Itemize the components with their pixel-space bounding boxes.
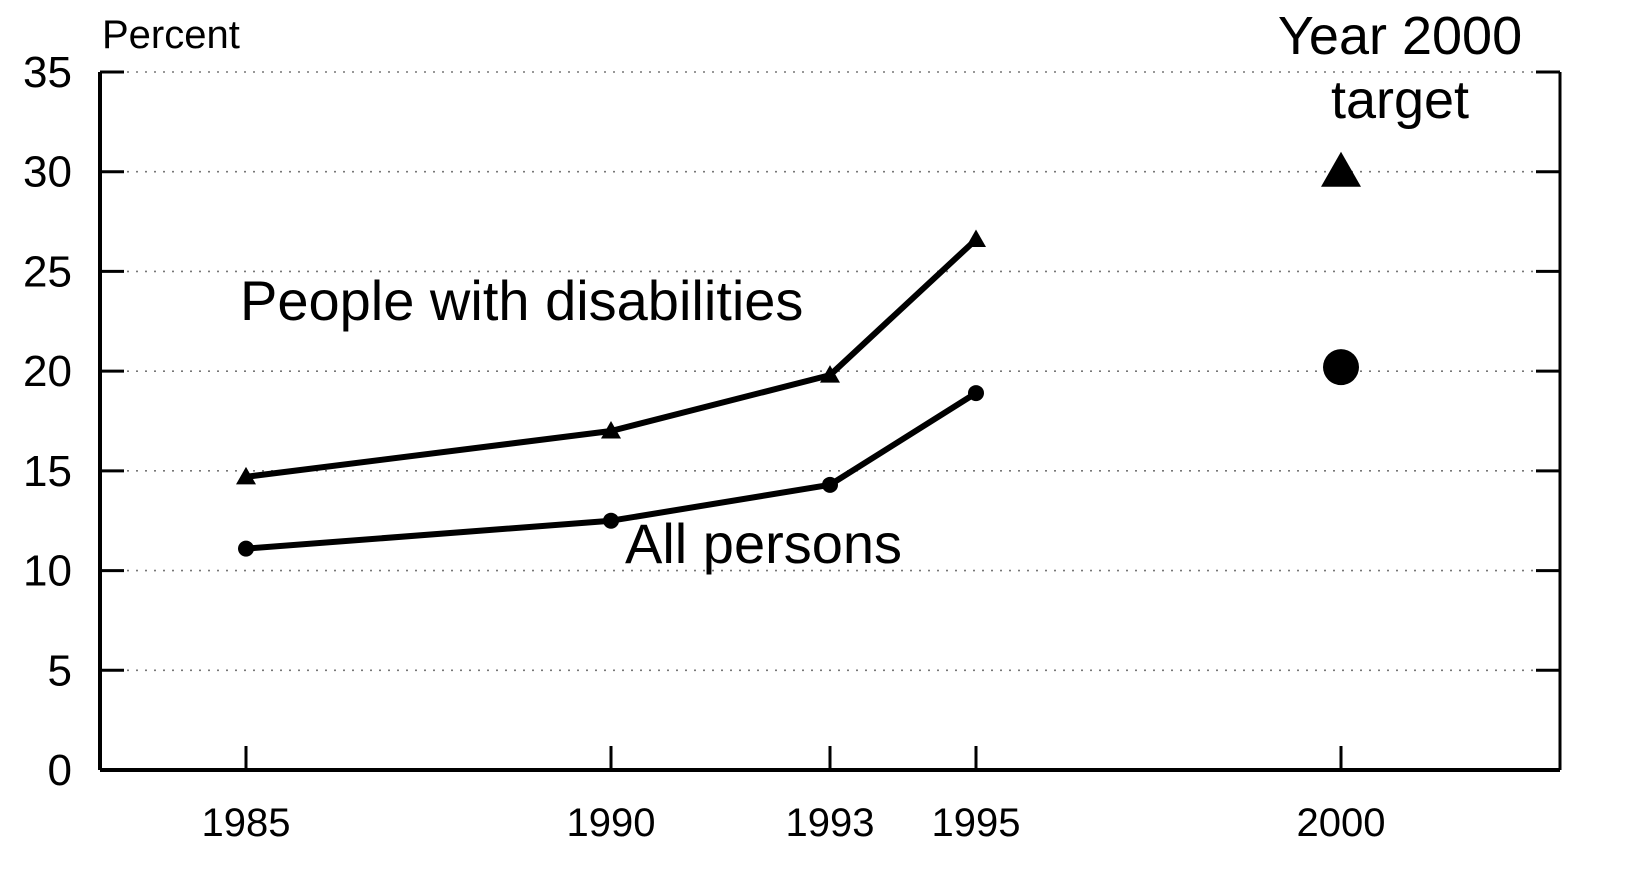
axis-ticks: 0 5 10 15 20 25 30 35 1985 1990 1993 1995 2000 <box>23 48 1560 845</box>
y-tick-label: 15 <box>23 447 72 496</box>
data-point-circle <box>603 512 619 529</box>
x-tick-label: 1995 <box>932 801 1021 845</box>
y-tick-label: 5 <box>48 646 72 695</box>
data-point-circle <box>968 385 984 402</box>
target-point-triangle <box>1321 151 1361 187</box>
target-annotation-line1: Year 2000 <box>1278 6 1522 66</box>
y-tick-label: 30 <box>23 148 72 197</box>
series-label-all-persons: All persons <box>625 512 902 575</box>
x-tick-label: 1993 <box>786 801 875 845</box>
x-tick-label: 2000 <box>1297 801 1386 845</box>
x-tick-label: 1985 <box>202 801 291 845</box>
data-point-triangle <box>236 466 256 485</box>
target-annotation-line2: target <box>1331 70 1469 130</box>
target-point-circle <box>1323 349 1359 386</box>
series-line-0 <box>245 237 979 480</box>
y-tick-label: 35 <box>23 48 72 97</box>
data-point-triangle <box>601 420 621 439</box>
y-tick-label: 10 <box>23 547 72 596</box>
y-tick-label: 25 <box>23 247 72 296</box>
series-line-1 <box>245 390 978 552</box>
y-tick-label: 20 <box>23 347 72 396</box>
y-tick-label: 0 <box>48 746 72 795</box>
target-markers <box>1321 151 1361 386</box>
data-point-triangle <box>820 365 840 383</box>
grid-lines <box>100 71 1560 672</box>
data-point-circle <box>238 540 254 557</box>
data-point-triangle <box>966 229 986 248</box>
y-axis-unit-label: Percent <box>102 13 240 57</box>
data-point-circle <box>822 476 838 493</box>
data-series <box>236 229 986 557</box>
series-label-people-with-disabilities: People with disabilities <box>240 269 803 332</box>
x-tick-label: 1990 <box>567 801 656 845</box>
